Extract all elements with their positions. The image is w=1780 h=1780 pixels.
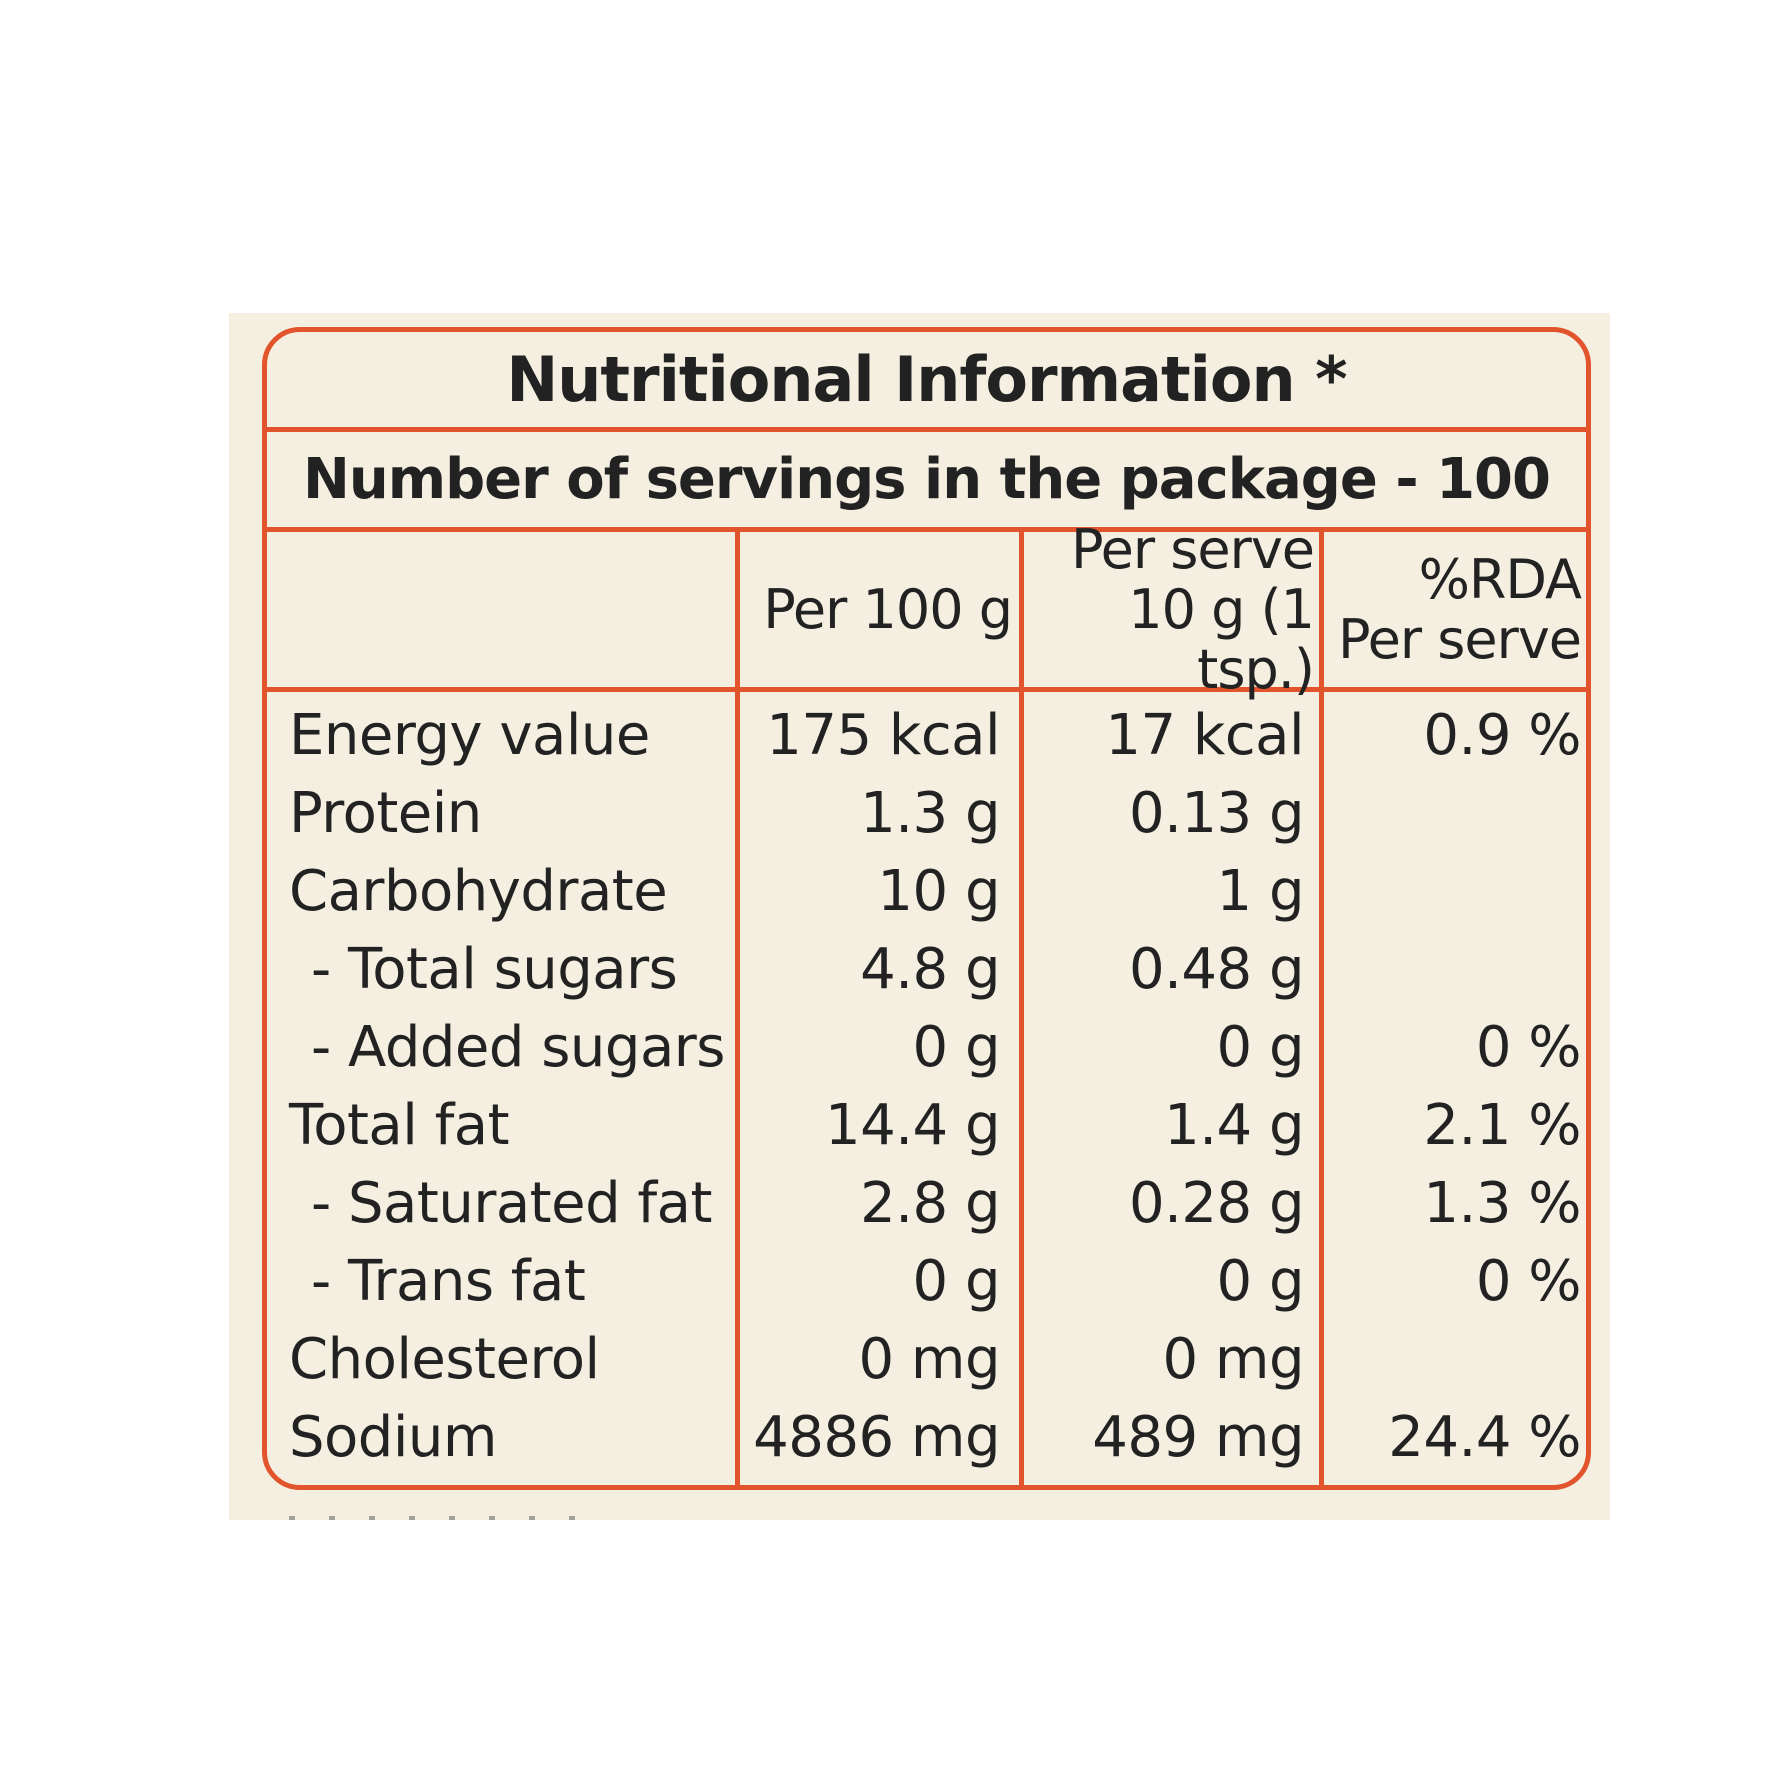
per-100g-value: 14.4 g (824, 1093, 1001, 1158)
nutrient-name: Sodium (289, 1405, 497, 1470)
per-100g-column: 175 kcal 1.3 g 10 g 4.8 g 0 g 14.4 g 2.8… (740, 697, 1000, 1477)
nutrient-name: - Total sugars (311, 937, 678, 1002)
nutrient-name: - Added sugars (311, 1015, 725, 1080)
nutrient-name: Carbohydrate (289, 859, 668, 924)
per-serve-value: 0.48 g (1128, 937, 1305, 1002)
header-rda-line1: %RDA (1418, 547, 1582, 611)
header-rda: %RDA Per serve (1324, 532, 1582, 687)
per-serve-column: 17 kcal 0.13 g 1 g 0.48 g 0 g 1.4 g 0.28… (1024, 697, 1304, 1477)
per-100g-value: 4886 mg (753, 1405, 1000, 1470)
column-divider (1319, 527, 1324, 1485)
per-100g-value: 0 mg (858, 1327, 1000, 1392)
column-divider (1019, 527, 1024, 1485)
per-100g-value: 2.8 g (860, 1171, 1000, 1236)
nutrient-name: Cholesterol (289, 1327, 600, 1392)
header-per-serve-line1: Per serve (1071, 517, 1315, 581)
nutrient-name: - Saturated fat (311, 1171, 712, 1236)
per-serve-value: 0 g (1216, 1015, 1305, 1080)
header-per-serve-line2: 10 g (1 tsp.) (1128, 577, 1315, 701)
per-100g-value: 175 kcal (766, 703, 1000, 768)
header-divider (267, 687, 1586, 692)
per-serve-value: 0 mg (1162, 1327, 1304, 1392)
cropped-footnote-fragment (289, 1516, 609, 1520)
header-rda-line2: Per serve (1338, 607, 1582, 671)
per-serve-value: 489 mg (1092, 1405, 1304, 1470)
servings-count: Number of servings in the package - 100 (267, 432, 1586, 532)
nutrition-table: Nutritional Information * Number of serv… (262, 327, 1591, 1490)
per-100g-value: 0 g (912, 1249, 1001, 1314)
per-serve-value: 0.13 g (1128, 781, 1305, 846)
nutrient-name: Protein (289, 781, 482, 846)
column-divider (735, 527, 740, 1485)
rda-value: 0 % (1475, 1249, 1582, 1314)
per-serve-value: 17 kcal (1105, 703, 1304, 768)
table-title: Nutritional Information * (267, 332, 1586, 432)
rda-value: 1.3 % (1423, 1171, 1581, 1236)
rda-value: 0 % (1475, 1015, 1582, 1080)
nutrient-name: Total fat (289, 1093, 510, 1158)
header-per-100g: Per 100 g (740, 532, 1013, 687)
per-serve-value: 0 g (1216, 1249, 1305, 1314)
per-serve-value: 0.28 g (1128, 1171, 1305, 1236)
nutrient-name: Energy value (289, 703, 650, 768)
nutrient-name-column: Energy value Protein Carbohydrate - Tota… (289, 697, 729, 1477)
rda-value: 24.4 % (1388, 1405, 1581, 1470)
per-serve-value: 1.4 g (1164, 1093, 1304, 1158)
per-100g-value: 10 g (877, 859, 1000, 924)
per-100g-value: 1.3 g (860, 781, 1000, 846)
per-100g-value: 0 g (912, 1015, 1001, 1080)
per-serve-value: 1 g (1216, 859, 1305, 924)
nutrient-name: - Trans fat (311, 1249, 586, 1314)
header-per-serve: Per serve 10 g (1 tsp.) (1024, 519, 1315, 699)
rda-column: 0.9 % 0 % 2.1 % 1.3 % 0 % 24.4 % (1324, 697, 1581, 1477)
rda-value: 0.9 % (1423, 703, 1581, 768)
header-per-100g-label: Per 100 g (763, 577, 1013, 641)
rda-value: 2.1 % (1423, 1093, 1581, 1158)
nutrition-label-panel: Nutritional Information * Number of serv… (229, 313, 1610, 1520)
per-100g-value: 4.8 g (860, 937, 1000, 1002)
